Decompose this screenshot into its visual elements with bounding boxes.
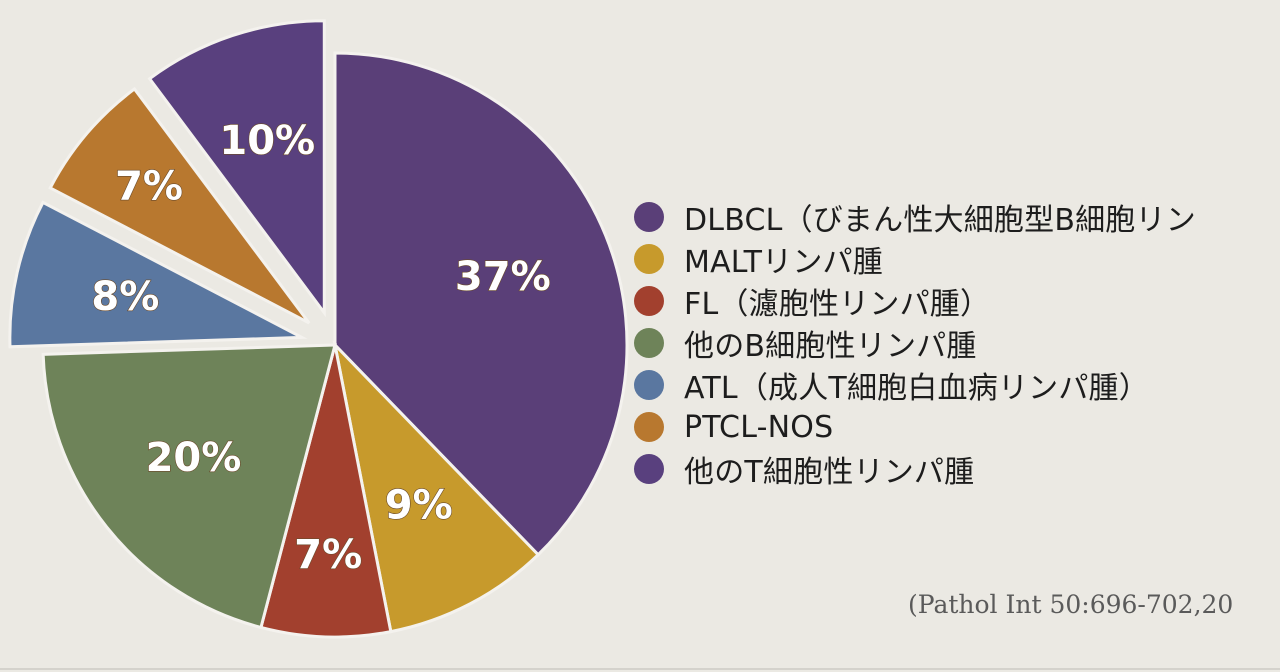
pie-slice-other-b xyxy=(41,343,337,630)
legend-swatch-other-t xyxy=(634,454,664,484)
legend-item-fl: FL（濾胞性リンパ腫） xyxy=(634,280,1280,322)
slice-label-malt: 9% xyxy=(385,483,453,529)
legend-swatch-other-b xyxy=(634,328,664,358)
pie-slice-dlbcl xyxy=(333,51,629,557)
legend-item-dlbcl: DLBCL（びまん性大細胞型B細胞リン xyxy=(634,196,1280,238)
citation: (Pathol Int 50:696-702,20 xyxy=(908,590,1234,619)
legend-item-malt: MALTリンパ腫 xyxy=(634,238,1280,280)
slice-label-atl: 8% xyxy=(91,274,159,320)
pie-slice-atl xyxy=(8,200,308,349)
legend-label-other-b: 他のB細胞性リンパ腫 xyxy=(684,329,977,364)
pie-slice-other-t xyxy=(147,19,326,318)
slice-label-other-t: 10% xyxy=(219,118,315,164)
legend: DLBCL（びまん性大細胞型B細胞リン MALTリンパ腫 FL（濾胞性リンパ腫）… xyxy=(634,196,1280,490)
slice-label-other-b: 20% xyxy=(146,435,242,481)
legend-swatch-malt xyxy=(634,244,664,274)
legend-item-other-t: 他のT細胞性リンパ腫 xyxy=(634,448,1280,490)
legend-label-other-t: 他のT細胞性リンパ腫 xyxy=(684,455,975,490)
legend-label-ptcl-nos: PTCL-NOS xyxy=(684,409,834,445)
legend-swatch-fl xyxy=(634,286,664,316)
legend-label-fl: FL（濾胞性リンパ腫） xyxy=(684,287,991,322)
slice-label-dlbcl: 37% xyxy=(455,254,551,300)
legend-item-other-b: 他のB細胞性リンパ腫 xyxy=(634,322,1280,364)
legend-swatch-ptcl-nos xyxy=(634,412,664,442)
legend-label-malt: MALTリンパ腫 xyxy=(684,245,883,280)
legend-label-atl: ATL（成人T細胞白血病リンパ腫） xyxy=(684,371,1149,406)
pie-slice-fl xyxy=(259,344,393,639)
legend-label-dlbcl: DLBCL（びまん性大細胞型B細胞リン xyxy=(684,203,1196,238)
legend-swatch-atl xyxy=(634,370,664,400)
legend-item-atl: ATL（成人T細胞白血病リンパ腫） xyxy=(634,364,1280,406)
slice-label-ptcl-nos: 7% xyxy=(115,164,183,210)
slice-label-fl: 7% xyxy=(294,532,362,578)
pie-chart: 37% 9% 7% 20% 8% 7% 10% xyxy=(8,19,629,639)
legend-swatch-dlbcl xyxy=(634,202,664,232)
pie-slice-malt xyxy=(332,340,541,634)
divider xyxy=(0,668,1280,670)
pie-slice-ptcl-nos xyxy=(48,86,311,325)
legend-item-ptcl-nos: PTCL-NOS xyxy=(634,406,1280,448)
